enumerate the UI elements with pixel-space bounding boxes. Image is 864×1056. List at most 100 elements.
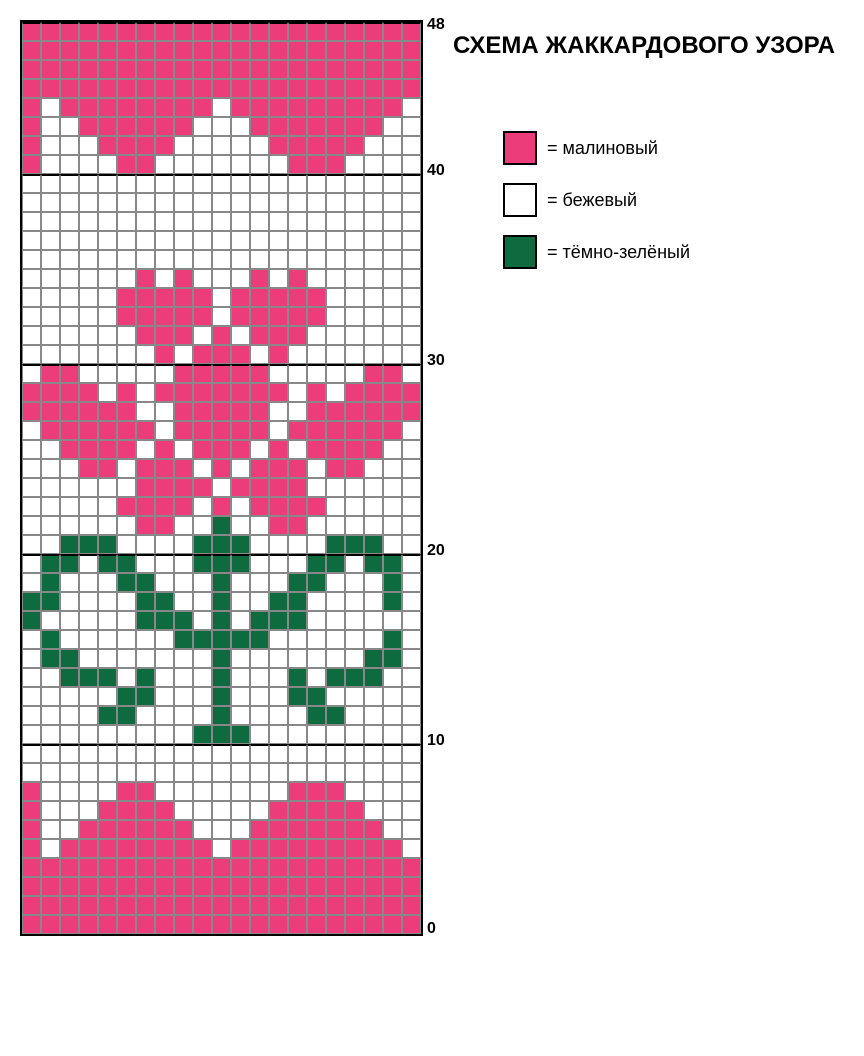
chart-cell	[402, 478, 421, 497]
chart-cell	[364, 668, 383, 687]
chart-cell	[269, 763, 288, 782]
chart-cell	[136, 364, 155, 383]
chart-cell	[79, 497, 98, 516]
chart-cell	[22, 744, 41, 763]
chart-cell	[193, 687, 212, 706]
chart-cell	[41, 117, 60, 136]
chart-cell	[98, 687, 117, 706]
chart-cell	[41, 858, 60, 877]
chart-cell	[212, 117, 231, 136]
chart-cell	[155, 383, 174, 402]
chart-cell	[193, 763, 212, 782]
chart-cell	[117, 592, 136, 611]
chart-cell	[60, 60, 79, 79]
chart-cell	[307, 269, 326, 288]
chart-cell	[79, 364, 98, 383]
chart-cell	[326, 79, 345, 98]
chart-cell	[117, 174, 136, 193]
chart-cell	[98, 649, 117, 668]
chart-cell	[250, 801, 269, 820]
chart-cell	[402, 174, 421, 193]
chart-cell	[98, 782, 117, 801]
chart-cell	[212, 858, 231, 877]
chart-cell	[269, 915, 288, 934]
chart-cell	[326, 440, 345, 459]
chart-cell	[98, 896, 117, 915]
chart-cell	[269, 98, 288, 117]
chart-cell	[60, 592, 79, 611]
chart-cell	[364, 345, 383, 364]
chart-cell	[269, 193, 288, 212]
chart-cell	[60, 345, 79, 364]
chart-cell	[326, 611, 345, 630]
chart-cell	[60, 801, 79, 820]
chart-cell	[288, 440, 307, 459]
chart-cell	[383, 896, 402, 915]
chart-cell	[288, 896, 307, 915]
chart-cell	[250, 915, 269, 934]
chart-cell	[60, 896, 79, 915]
chart-cell	[383, 497, 402, 516]
chart-cell	[79, 383, 98, 402]
chart-cell	[326, 421, 345, 440]
chart-cell	[60, 535, 79, 554]
chart-cell	[307, 725, 326, 744]
chart-cell	[155, 440, 174, 459]
chart-cell	[155, 782, 174, 801]
chart-cell	[79, 592, 98, 611]
chart-cell	[98, 98, 117, 117]
chart-cell	[269, 801, 288, 820]
chart-cell	[22, 60, 41, 79]
chart-cell	[250, 60, 269, 79]
chart-cell	[231, 877, 250, 896]
chart-cell	[155, 307, 174, 326]
chart-cell	[60, 41, 79, 60]
chart-cell	[22, 497, 41, 516]
chart-cell	[98, 744, 117, 763]
chart-cell	[60, 668, 79, 687]
chart-cell	[193, 858, 212, 877]
chart-cell	[307, 573, 326, 592]
chart-cell	[212, 364, 231, 383]
chart-cell	[212, 193, 231, 212]
chart-cell	[231, 782, 250, 801]
chart-cell	[41, 440, 60, 459]
chart-cell	[307, 877, 326, 896]
chart-cell	[326, 117, 345, 136]
chart-cell	[136, 820, 155, 839]
chart-cell	[364, 820, 383, 839]
chart-cell	[136, 516, 155, 535]
chart-cell	[345, 79, 364, 98]
chart-cell	[155, 915, 174, 934]
chart-cell	[364, 839, 383, 858]
chart-cell	[402, 307, 421, 326]
chart-cell	[174, 592, 193, 611]
chart-cell	[60, 915, 79, 934]
chart-cell	[402, 288, 421, 307]
chart-cell	[269, 706, 288, 725]
chart-cell	[79, 326, 98, 345]
chart-cell	[98, 231, 117, 250]
chart-cell	[174, 630, 193, 649]
chart-cell	[250, 288, 269, 307]
chart-cell	[41, 668, 60, 687]
chart-cell	[98, 136, 117, 155]
chart-cell	[60, 839, 79, 858]
chart-cell	[269, 516, 288, 535]
chart-cell	[41, 364, 60, 383]
chart-cell	[383, 212, 402, 231]
chart-cell	[117, 668, 136, 687]
chart-cell	[402, 896, 421, 915]
chart-cell	[231, 364, 250, 383]
chart-cell	[41, 896, 60, 915]
chart-cell	[231, 231, 250, 250]
chart-cell	[136, 212, 155, 231]
chart-cell	[117, 212, 136, 231]
chart-cell	[269, 649, 288, 668]
chart-cell	[326, 22, 345, 41]
chart-cell	[79, 782, 98, 801]
chart-cell	[136, 839, 155, 858]
chart-cell	[117, 98, 136, 117]
chart-cell	[212, 535, 231, 554]
chart-cell	[155, 820, 174, 839]
